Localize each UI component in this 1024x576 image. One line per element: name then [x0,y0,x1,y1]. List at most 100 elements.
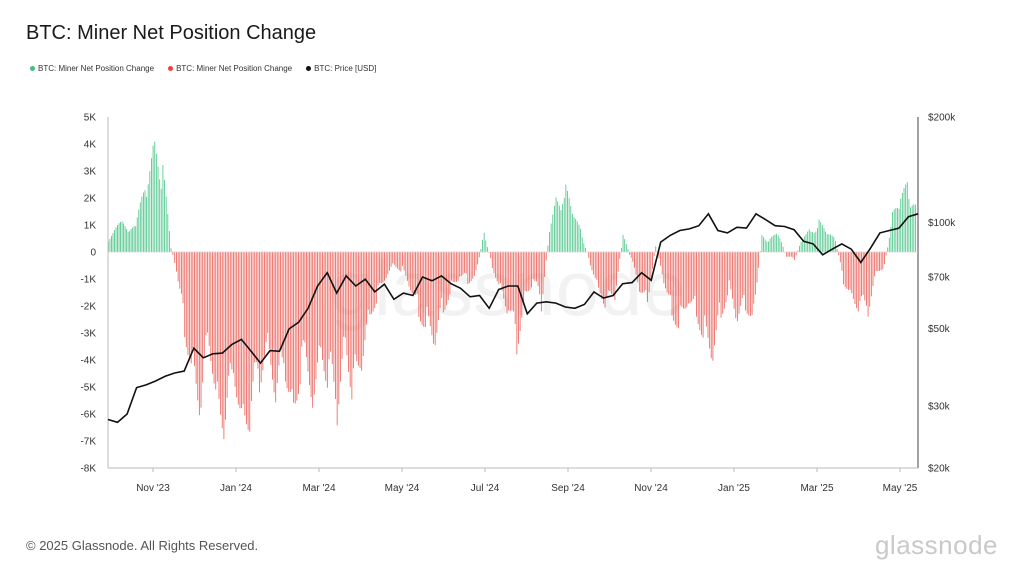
legend-item-netpos-positive[interactable]: BTC: Miner Net Position Change [30,64,154,73]
bar [390,252,392,267]
bar [632,252,634,262]
bar [607,252,609,291]
bar [197,252,199,401]
bar [398,252,400,271]
bar [403,252,405,271]
bar [357,252,359,366]
bar [536,252,537,282]
bar [593,252,595,275]
bar [509,252,511,312]
bar [469,252,470,283]
bar [115,227,117,252]
legend-item-netpos-negative[interactable]: BTC: Miner Net Position Change [168,64,292,73]
bar [385,252,387,279]
bar [691,252,693,302]
y-left-tick-label: -1K [80,275,96,286]
bar [745,252,747,311]
bar [678,252,680,329]
bar [127,231,129,252]
bar [723,252,725,309]
bar [109,238,111,252]
bar [318,252,320,346]
bar [361,252,363,371]
bar [475,252,477,270]
bar [420,252,421,322]
bar [663,252,665,284]
bar [423,252,425,327]
bar [661,252,663,275]
bar [684,252,686,309]
bar [252,252,254,382]
bar [524,252,526,291]
bar [278,252,280,366]
bar [289,252,291,393]
bar [184,252,186,338]
bar [470,252,472,281]
bar [162,165,164,252]
bar [143,192,144,252]
bar [513,252,515,312]
bar [542,252,544,295]
bar [265,252,267,343]
bar [735,252,737,319]
bar [473,252,475,276]
bar [246,252,247,425]
bar [185,252,187,348]
bar [681,252,683,307]
bar [477,252,479,265]
bar [794,252,796,261]
bar [168,231,170,252]
bar [207,252,209,333]
bar [599,252,601,294]
bar [534,252,536,281]
bar [583,243,585,252]
bar [467,252,469,284]
bar [244,252,246,416]
bar [180,252,182,294]
bar [558,205,560,252]
bar [702,252,704,338]
bar [549,231,550,252]
bar [776,233,778,252]
y-left-tick-label: -5K [80,383,96,394]
bar [331,252,333,365]
bar [696,252,697,317]
bar [571,213,573,252]
bar [908,198,910,252]
bar [797,250,799,252]
bar [562,204,564,252]
bar [841,252,843,271]
bar [276,252,278,383]
bar [576,221,578,252]
bar [892,211,894,252]
bar [521,252,523,318]
bar [349,252,351,387]
bar [671,252,673,316]
bar [242,252,244,404]
bar [529,252,531,290]
bar [660,252,662,266]
bar [501,252,503,291]
bar [114,230,115,252]
bar [578,224,580,252]
bar [239,252,241,409]
bar [369,252,371,315]
bar [800,241,802,252]
bar [225,252,226,420]
bar [176,252,177,272]
bar [487,247,488,252]
bar [857,252,859,312]
legend-item-price[interactable]: BTC: Price [USD] [306,64,376,73]
bar [447,252,449,301]
bar [118,223,120,252]
bar [498,252,500,285]
bar [226,252,228,398]
bar [228,252,230,376]
bar [372,252,374,312]
bar [123,223,125,252]
bar [625,244,627,252]
bar [449,252,451,295]
bar [557,201,559,252]
bar [250,252,252,402]
bar [182,252,184,304]
